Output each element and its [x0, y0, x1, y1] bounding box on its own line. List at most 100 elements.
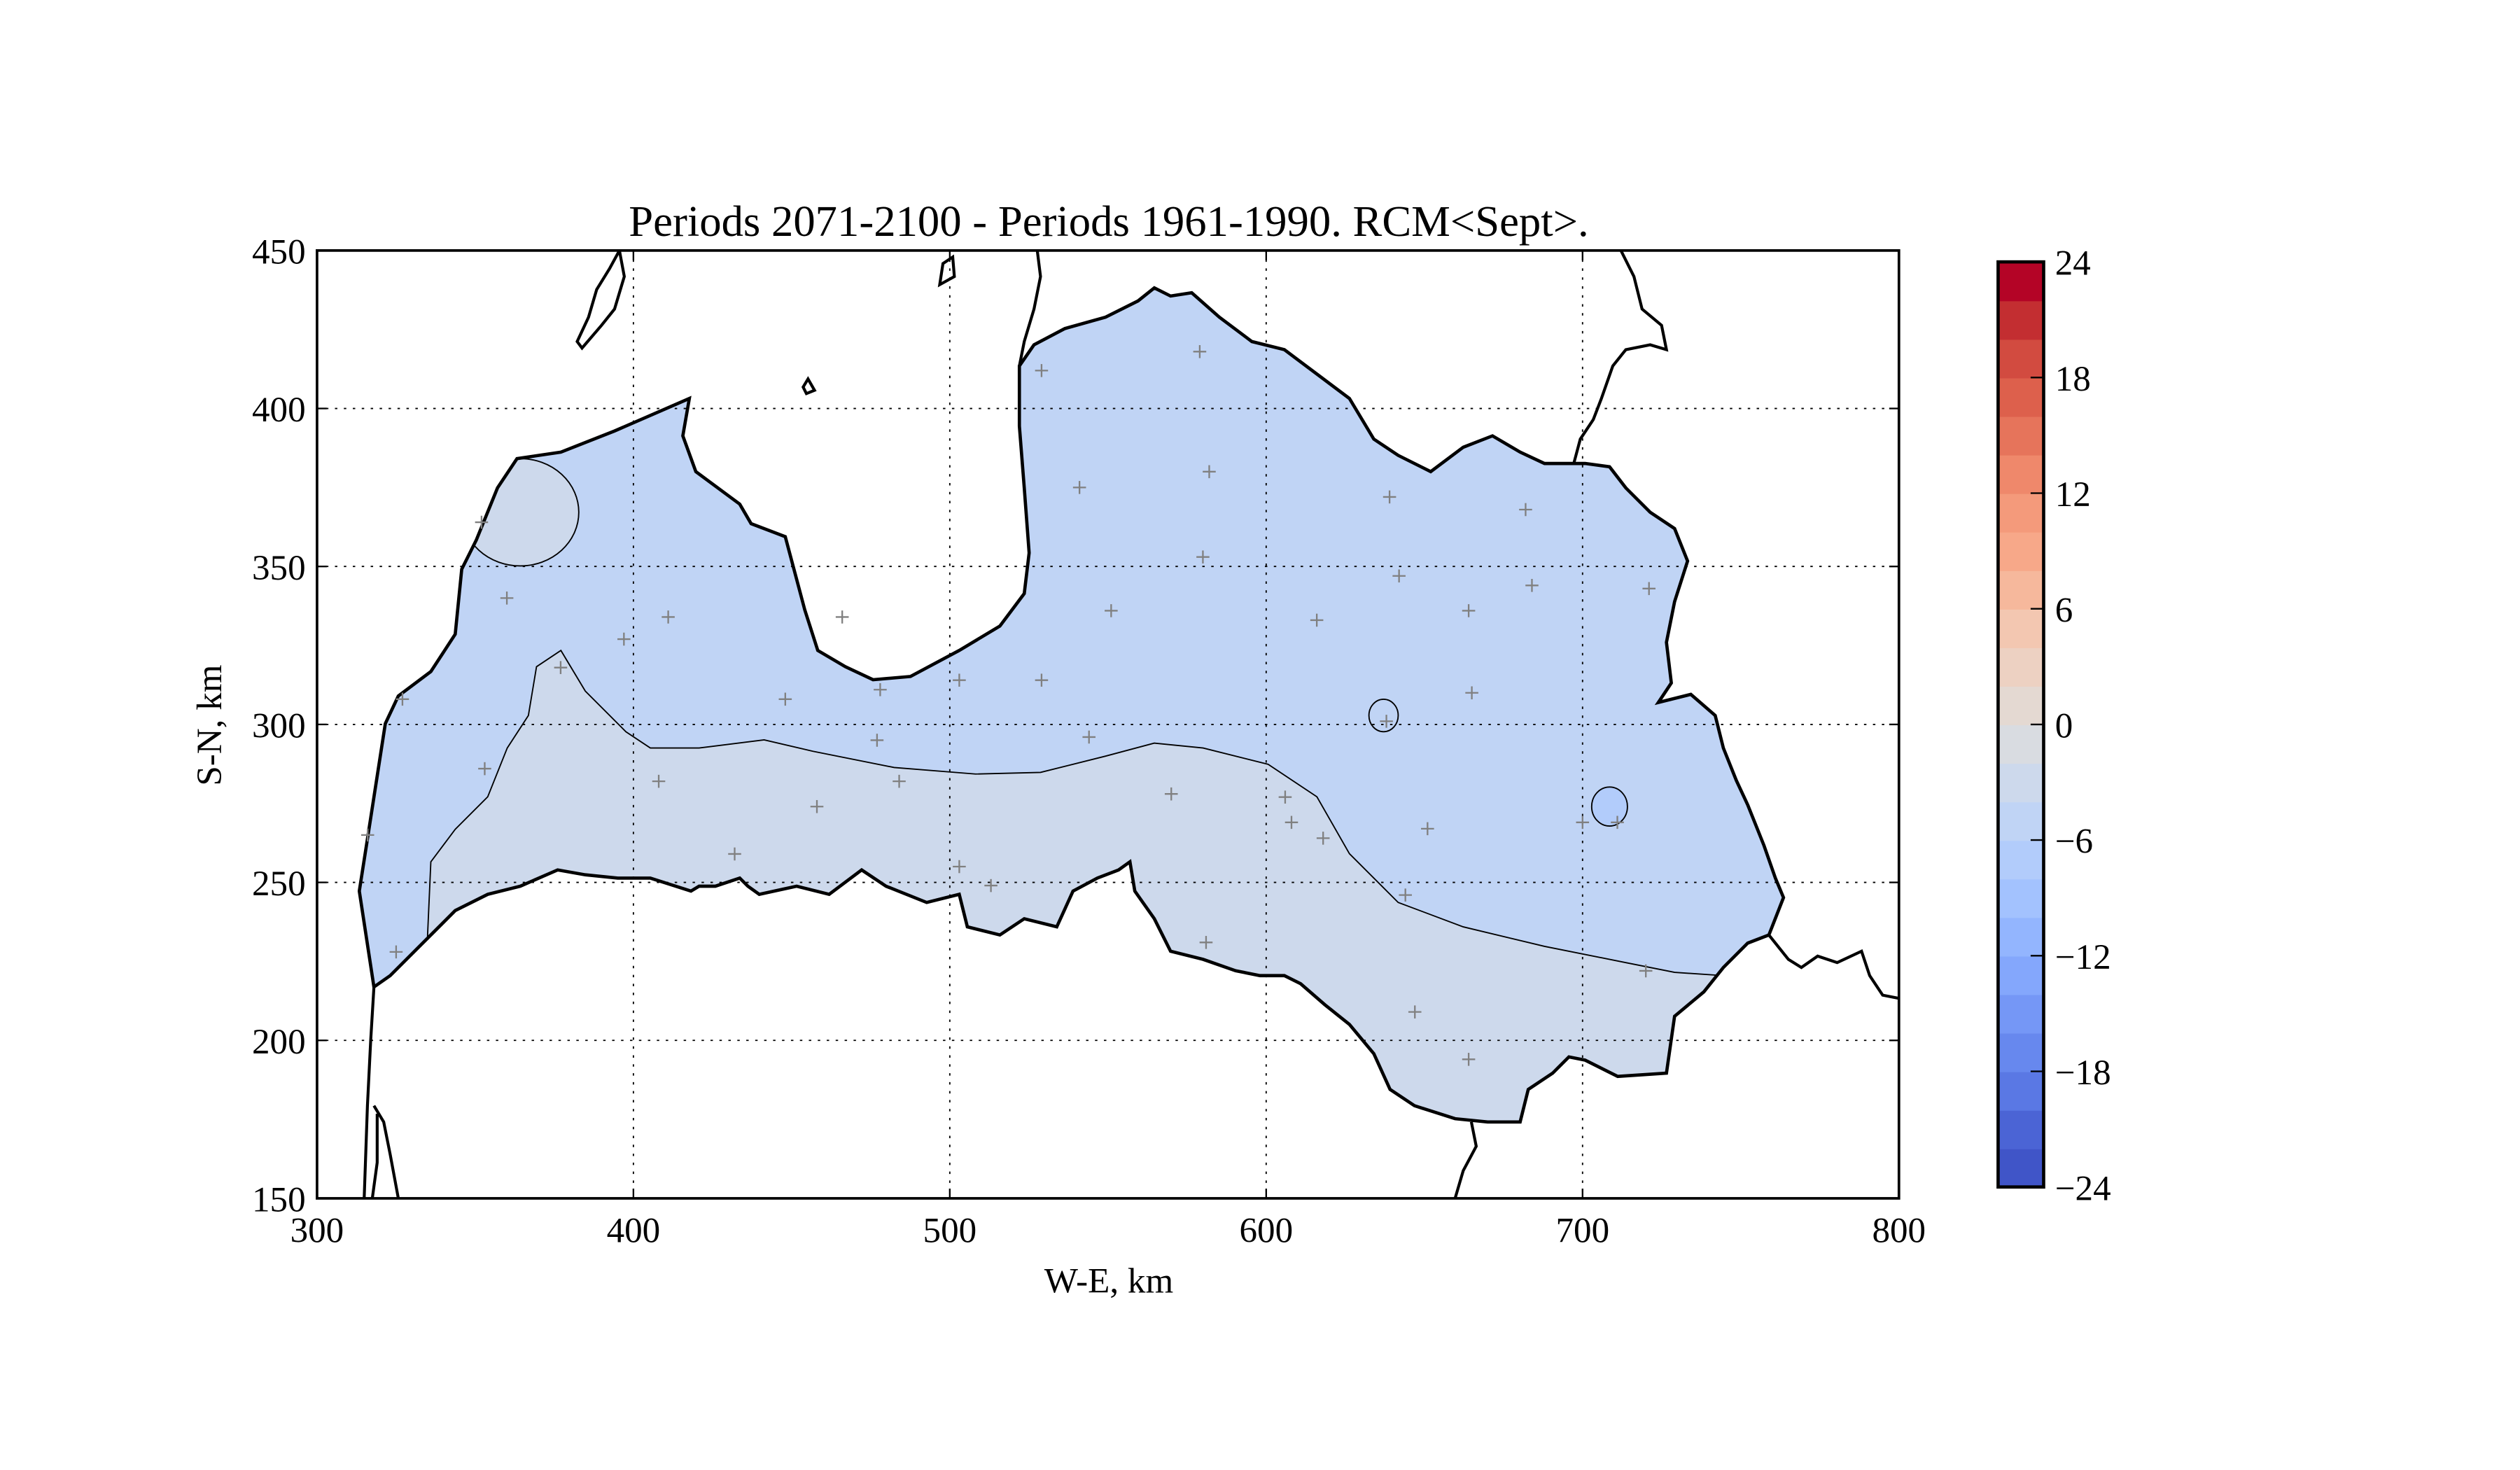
colorbar-tick-label: 6: [2055, 590, 2073, 630]
station-marker: [1576, 816, 1590, 830]
chart-title: Periods 2071-2100 - Periods 1961-1990. R…: [629, 197, 1588, 246]
colorbar-level: [1998, 454, 2044, 494]
y-tick-label: 150: [252, 1180, 306, 1220]
x-tick-label: 500: [923, 1211, 977, 1251]
station-marker: [617, 632, 631, 646]
station-marker: [892, 774, 906, 788]
station-markers: [360, 345, 1656, 1066]
colorbar-level: [1998, 724, 2044, 764]
colorbar-level: [1998, 1071, 2044, 1111]
latvia-border: [357, 286, 1786, 1124]
station-marker: [1082, 730, 1096, 744]
colorbar-level: [1998, 493, 2044, 533]
colorbar-tick-label: −6: [2055, 822, 2093, 862]
region-east-spot: [1590, 786, 1628, 827]
neighbor-coastlines: [363, 250, 1899, 1198]
station-marker: [1278, 790, 1292, 804]
colorbar-level: [1998, 608, 2044, 648]
y-tick-label: 250: [252, 864, 306, 904]
grid-lines: [316, 250, 1899, 1198]
colorbar-level: [1998, 1148, 2044, 1188]
station-marker: [662, 610, 675, 624]
x-tick-label: 300: [290, 1211, 344, 1251]
colorbar-level: [1998, 1110, 2044, 1149]
station-marker: [360, 828, 374, 842]
y-axis-label: S-N, km: [190, 665, 230, 786]
station-marker: [870, 734, 884, 747]
colorbar-level: [1998, 878, 2044, 918]
station-marker: [984, 878, 997, 892]
y-tick-label: 400: [252, 390, 306, 430]
station-marker: [1519, 503, 1532, 517]
station-marker: [874, 682, 887, 696]
y-tick-label: 350: [252, 548, 306, 588]
x-tick-label: 800: [1872, 1211, 1926, 1251]
colorbar-level: [1998, 262, 2044, 302]
colorbar-level: [1998, 802, 2044, 841]
station-marker: [1399, 888, 1412, 902]
station-marker: [1408, 1005, 1422, 1018]
colorbar-level: [1998, 416, 2044, 456]
station-marker: [953, 860, 966, 874]
x-tick-label: 700: [1555, 1211, 1609, 1251]
station-marker: [778, 692, 792, 706]
x-tick-label: 600: [1240, 1211, 1294, 1251]
station-marker: [1380, 715, 1393, 728]
colorbar-level: [1998, 1032, 2044, 1072]
station-marker: [1035, 673, 1049, 687]
station-marker: [835, 610, 849, 624]
station-marker: [1105, 604, 1118, 617]
colorbar: [1998, 262, 2044, 1188]
station-marker: [652, 774, 666, 788]
colorbar-level: [1998, 339, 2044, 379]
station-marker: [1525, 579, 1539, 592]
x-tick-label: 400: [607, 1211, 661, 1251]
colorbar-level: [1998, 917, 2044, 957]
station-marker: [1164, 787, 1178, 801]
station-marker: [1642, 582, 1656, 596]
station-marker: [1421, 822, 1434, 836]
station-marker: [1310, 613, 1324, 627]
station-marker: [1639, 964, 1653, 978]
station-marker: [953, 673, 966, 687]
y-tick-label: 450: [252, 232, 306, 272]
colorbar-level: [1998, 762, 2044, 803]
station-marker: [1199, 936, 1213, 949]
colorbar-tick-label: 18: [2055, 359, 2091, 399]
station-marker: [1462, 604, 1476, 617]
station-marker: [1284, 816, 1298, 830]
station-marker: [475, 515, 489, 529]
colorbar-level: [1998, 840, 2044, 880]
station-marker: [810, 799, 824, 813]
y-tick-label: 300: [252, 706, 306, 746]
colorbar-level: [1998, 531, 2044, 571]
colorbar-level: [1998, 570, 2044, 610]
colorbar-level: [1998, 647, 2044, 687]
station-marker: [1462, 1053, 1476, 1066]
colorbar-level: [1998, 377, 2044, 417]
colorbar-level: [1998, 300, 2044, 340]
station-marker: [389, 945, 403, 959]
colorbar-tick-label: 0: [2055, 706, 2073, 746]
colorbar-level: [1998, 955, 2044, 995]
region-nw-spot: [461, 458, 580, 567]
station-marker: [554, 661, 568, 674]
colorbar-tick-label: 24: [2055, 244, 2091, 284]
x-axis-label: W-E, km: [1044, 1261, 1173, 1301]
station-marker: [478, 762, 491, 776]
station-marker: [1203, 465, 1216, 479]
y-tick-label: 200: [252, 1022, 306, 1062]
colorbar-level: [1998, 685, 2044, 726]
colorbar-tick-label: −24: [2055, 1168, 2111, 1208]
station-marker: [1072, 481, 1086, 494]
station-marker: [1193, 345, 1207, 358]
colorbar-tick-label: 12: [2055, 475, 2091, 514]
station-marker: [728, 847, 741, 861]
station-marker: [1392, 569, 1406, 583]
station-marker: [1611, 816, 1624, 830]
station-marker: [1465, 686, 1478, 700]
station-marker: [1382, 490, 1396, 504]
colorbar-tick-label: −18: [2055, 1053, 2111, 1093]
station-marker: [500, 592, 514, 605]
colorbar-level: [1998, 994, 2044, 1034]
